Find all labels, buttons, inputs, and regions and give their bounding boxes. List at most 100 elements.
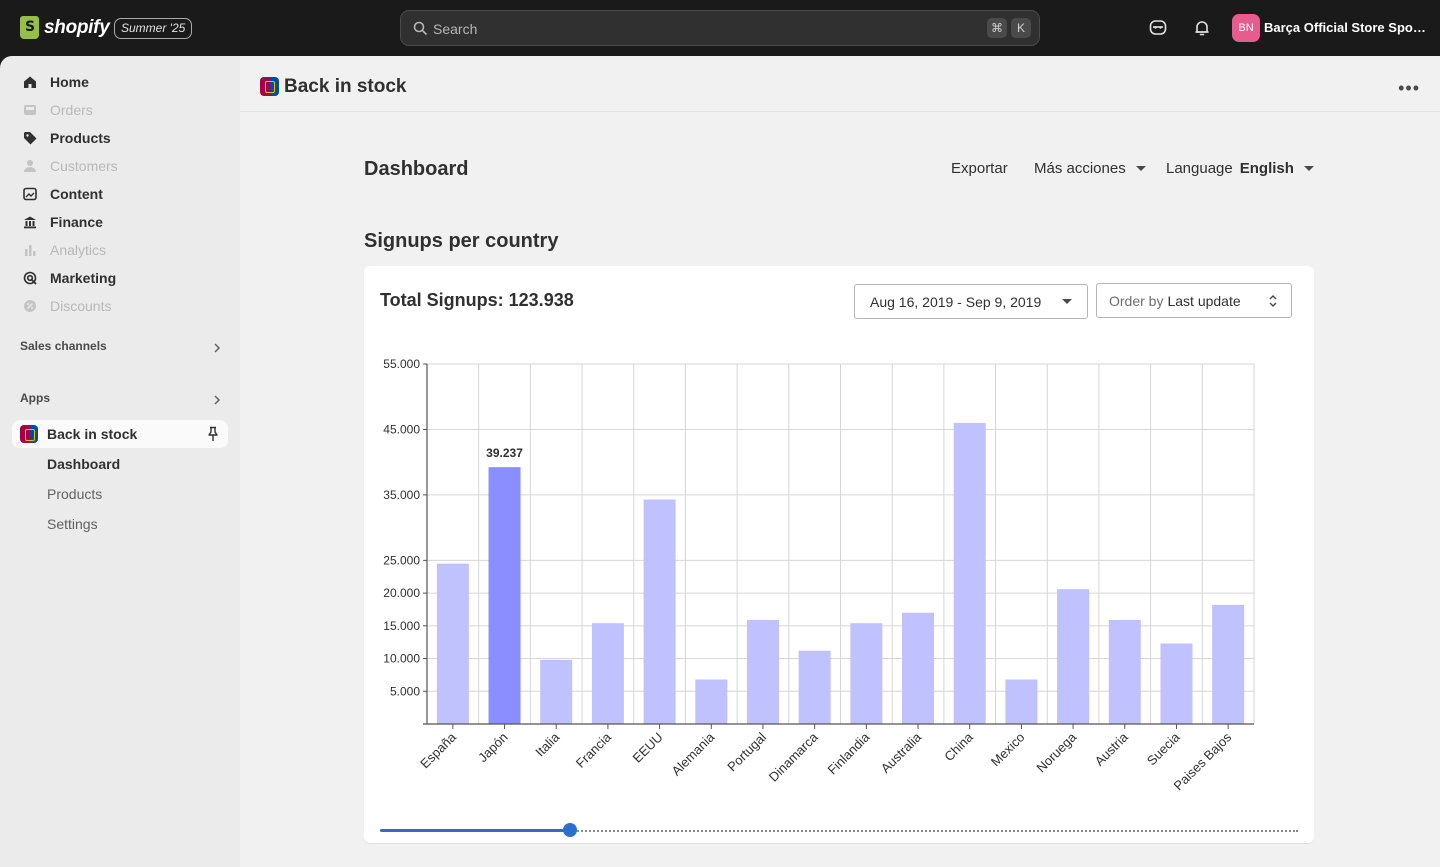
export-label: Exportar (951, 160, 1008, 177)
sidebar-item-products[interactable]: Products (12, 124, 228, 152)
x-tick-label: Austria (1092, 729, 1132, 769)
y-axis-labels: 5.000 10.000 15.000 20.000 25.000 35.000 45.00… (383, 357, 420, 698)
subnav-dashboard[interactable]: Dashboard (47, 456, 121, 472)
more-options-icon[interactable]: ••• (1398, 78, 1420, 98)
date-range-value: Aug 16, 2019 - Sep 9, 2019 (870, 293, 1042, 310)
x-tick-label: Dinamarca (766, 729, 822, 785)
section-title: Signups per country (364, 230, 559, 252)
sidebar-item-label: Home (50, 74, 89, 90)
sidebar-item-label: Discounts (50, 298, 112, 314)
subnav-settings[interactable]: Settings (47, 516, 98, 532)
sidebar-item-label: Finance (50, 214, 103, 230)
zoom-slider-handle[interactable] (563, 823, 578, 837)
y-tick-label: 35.000 (383, 488, 420, 502)
command-key: ⌘ (987, 18, 1007, 38)
y-tick-label: 20.000 (383, 586, 420, 600)
x-axis-labels: España Japón Italia Francia EEUU Alemania Port… (417, 729, 1234, 793)
bar-alemania (695, 679, 728, 724)
sidebar-item-label: Products (50, 130, 111, 146)
bank-icon (22, 214, 38, 230)
select-arrows-icon (1269, 295, 1277, 307)
y-tick-label: 25.000 (383, 553, 420, 567)
export-button[interactable]: Exportar (951, 160, 1008, 177)
order-by-select[interactable]: Order by Last update (1096, 283, 1292, 318)
x-tick-label: Suecia (1144, 729, 1183, 768)
x-tick-label: Alemania (668, 729, 717, 778)
sidebar-item-customers[interactable]: Customers (12, 152, 228, 180)
sidebar-item-label: Marketing (50, 270, 117, 286)
x-tick-label: Italia (532, 729, 563, 760)
sales-channels-heading[interactable]: Sales channels (20, 339, 107, 353)
chart-bars: 39.237 (436, 422, 1245, 724)
bar-eeuu (643, 499, 676, 724)
page-header: Back in stock ••• (240, 56, 1440, 112)
target-icon (22, 270, 38, 286)
bar-china (953, 422, 986, 724)
sidebar-app-back-in-stock[interactable]: Back in stock (12, 420, 228, 448)
shopify-logo[interactable]: shopify (20, 16, 110, 39)
dashboard-title: Dashboard (364, 158, 469, 180)
x-tick-label: China (941, 729, 976, 764)
app-label: Back in stock (47, 426, 138, 442)
y-tick-label: 15.000 (383, 619, 420, 633)
sidebar-item-analytics[interactable]: Analytics (12, 236, 228, 264)
sidebar-item-marketing[interactable]: Marketing (12, 264, 228, 292)
date-range-picker[interactable]: Aug 16, 2019 - Sep 9, 2019 (854, 284, 1088, 319)
sidekick-icon[interactable] (1148, 18, 1168, 38)
y-tick-label: 10.000 (383, 652, 420, 666)
caret-down-icon (1062, 299, 1072, 304)
bar-value-label: 39.237 (486, 446, 523, 460)
bell-icon[interactable] (1192, 18, 1212, 38)
sidebar-item-orders[interactable]: Orders (12, 96, 228, 124)
sidebar-item-content[interactable]: Content (12, 180, 228, 208)
page-title: Back in stock (284, 76, 407, 97)
main-area: Back in stock ••• Dashboard Exportar Más… (240, 56, 1440, 867)
chevron-right-icon[interactable] (212, 395, 222, 405)
x-tick-label: España (417, 729, 459, 771)
subnav-products[interactable]: Products (47, 486, 103, 502)
sidebar-item-label: Content (50, 186, 103, 202)
apps-heading[interactable]: Apps (20, 391, 50, 405)
sidebar-item-finance[interactable]: Finance (12, 208, 228, 236)
language-select[interactable]: Language English (1166, 160, 1314, 177)
app-logo-icon (260, 77, 279, 96)
x-tick-label: Noruega (1033, 729, 1079, 775)
top-bar: shopify Summer '25 Search ⌘ K BN Barça O… (0, 0, 1440, 56)
chevron-right-icon[interactable] (212, 343, 222, 353)
sidebar-item-home[interactable]: Home (12, 68, 228, 96)
shopify-bag-icon (20, 16, 39, 39)
sidebar-item-label: Analytics (50, 242, 107, 258)
tag-icon (22, 130, 38, 146)
zoom-slider-track[interactable] (570, 830, 1298, 832)
x-tick-label: Australia (878, 729, 925, 776)
y-tick-label: 45.000 (383, 422, 420, 436)
k-key: K (1011, 18, 1031, 38)
bar-italia (540, 659, 573, 724)
x-tick-label: Finlandia (825, 729, 873, 777)
language-label: Language (1166, 160, 1233, 177)
signups-card: Total Signups: 123.938 Aug 16, 2019 - Se… (364, 266, 1314, 843)
app-logo-icon (20, 425, 38, 443)
signups-bar-chart: 39.237 5.000 10.000 15.000 20.000 25.000 35.0… (383, 357, 1255, 793)
bar-japón (488, 467, 521, 724)
more-actions-button[interactable]: Más acciones (1034, 160, 1146, 177)
x-tick-label: Japón (475, 730, 511, 766)
pin-icon[interactable] (206, 426, 220, 442)
search-bar[interactable]: Search ⌘ K (400, 10, 1040, 46)
bar-mexico (1005, 679, 1038, 724)
bar-españa (436, 563, 469, 724)
x-tick-label: Francia (573, 729, 615, 771)
avatar[interactable]: BN (1232, 14, 1260, 42)
brand-name: shopify (44, 16, 110, 38)
bar-chart-icon (22, 242, 38, 258)
search-input[interactable]: Search (433, 21, 478, 37)
total-signups: Total Signups: 123.938 (380, 290, 574, 310)
store-name[interactable]: Barça Official Store Spotif... (1264, 20, 1429, 35)
sidebar-item-discounts[interactable]: Discounts (12, 292, 228, 320)
sidebar-item-label: Customers (50, 158, 118, 174)
bar-noruega (1057, 589, 1090, 724)
image-icon (22, 186, 38, 202)
edition-badge[interactable]: Summer '25 (114, 18, 193, 39)
x-tick-label: EEUU (630, 730, 666, 766)
bar-finlandia (850, 623, 883, 724)
